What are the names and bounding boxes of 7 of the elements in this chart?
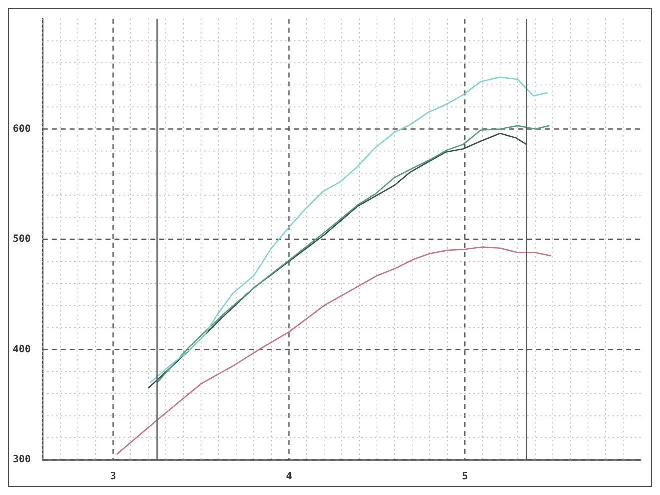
y-tick-label: 600 xyxy=(13,124,31,135)
x-tick-label: 3 xyxy=(110,472,116,483)
x-tick-label: 4 xyxy=(286,472,292,483)
y-tick-label: 500 xyxy=(13,234,31,246)
x-tick-label: 5 xyxy=(462,472,468,483)
y-tick-label: 400 xyxy=(13,344,31,356)
y-tick-label: 300 xyxy=(13,454,31,466)
